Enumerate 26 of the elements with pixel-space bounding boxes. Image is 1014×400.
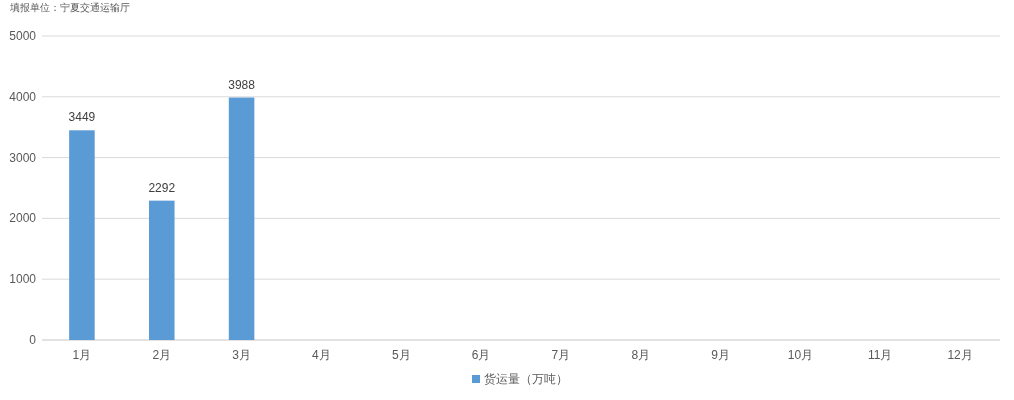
x-tick-label: 9月 [711,348,730,362]
x-tick-label: 2月 [152,348,172,362]
x-tick-label: 11月 [868,348,893,362]
x-tick-label: 5月 [391,348,411,362]
text: 填报单位：宁夏交通运输厅 [9,2,130,13]
y-tick-label: 1000 [9,272,37,287]
data-label: 2292 [148,180,176,195]
x-tick-label: 1月 [72,348,92,362]
data-label: 3988 [228,77,256,92]
x-tick-label: 4月 [312,348,331,362]
x-tick-label: 3月 [232,348,251,362]
y-tick-label: 4000 [9,89,37,104]
x-tick-label: 8月 [631,348,651,362]
y-tick-label: 3000 [9,150,37,165]
x-tick-label: 12月 [947,348,973,362]
bar [148,200,175,340]
y-tick-label: 5000 [9,29,37,43]
bar [228,97,255,340]
y-tick-label: 2000 [9,211,37,226]
x-tick-label: 7月 [551,348,571,362]
x-tick-label: 6月 [471,348,491,362]
legend: 货运量（万吨） [472,372,568,386]
bar [69,130,95,340]
y-tick-label: 0 [29,333,37,347]
data-label: 3449 [68,110,96,125]
x-tick-label: 10月 [787,348,814,362]
